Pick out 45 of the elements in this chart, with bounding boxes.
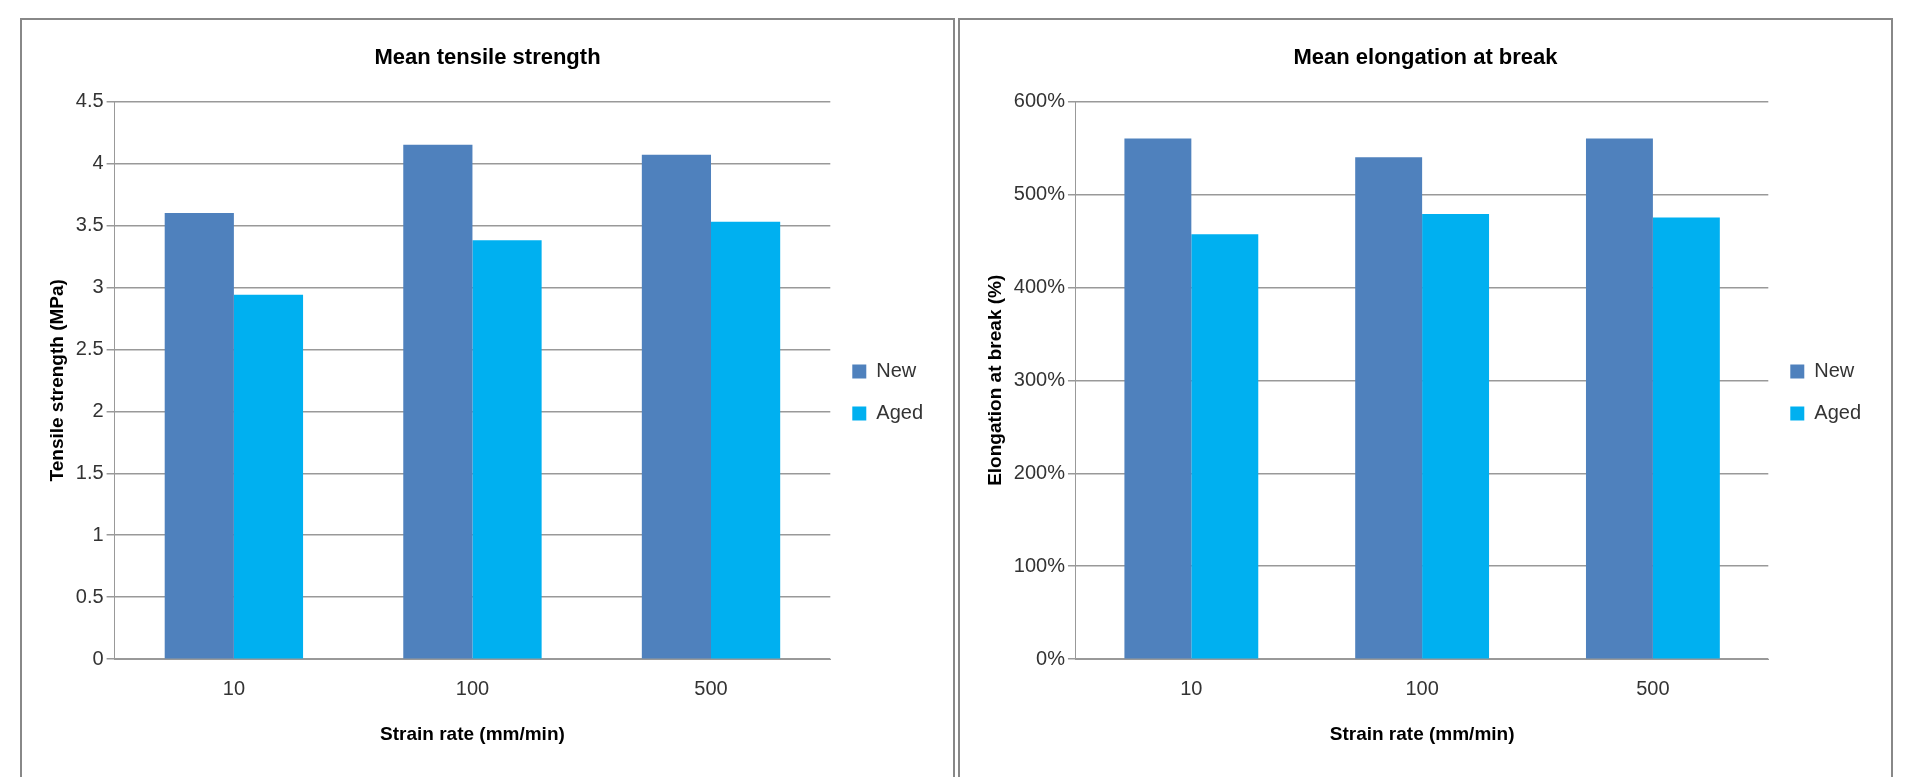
x-tick-label: 500 xyxy=(694,676,728,699)
y-axis-title: Tensile strength (MPa) xyxy=(45,279,67,482)
bar xyxy=(1355,157,1423,659)
y-tick-label: 3.5 xyxy=(75,212,104,235)
bar xyxy=(1652,217,1720,659)
bar xyxy=(1191,234,1259,659)
bar xyxy=(1585,138,1653,659)
legend-label: New xyxy=(1814,359,1855,382)
bar xyxy=(1124,138,1192,659)
y-tick-label: 600% xyxy=(1013,88,1066,111)
x-tick-label: 10 xyxy=(222,676,246,699)
chart-title: Mean elongation at break xyxy=(1293,44,1559,70)
y-tick-label: 4 xyxy=(92,150,104,173)
bar xyxy=(711,221,781,659)
y-tick-label: 0 xyxy=(92,646,104,669)
legend-label: Aged xyxy=(1814,401,1862,424)
x-tick-label: 500 xyxy=(1636,676,1670,699)
bar xyxy=(472,240,542,659)
y-tick-label: 400% xyxy=(1013,274,1066,297)
x-tick-label: 100 xyxy=(455,676,490,699)
y-tick-label: 100% xyxy=(1013,553,1066,576)
x-tick-label: 100 xyxy=(1405,676,1439,699)
bar xyxy=(1422,213,1490,659)
y-tick-label: 1 xyxy=(92,522,104,545)
bar xyxy=(233,294,304,659)
y-tick-label: 1.5 xyxy=(75,460,104,483)
y-tick-label: 0.5 xyxy=(75,584,104,607)
y-tick-label: 4.5 xyxy=(75,88,104,111)
y-tick-label: 300% xyxy=(1013,367,1066,390)
y-tick-label: 0% xyxy=(1036,646,1066,669)
y-axis-title: Elongation at break (%) xyxy=(983,274,1005,486)
legend-label: Aged xyxy=(876,401,924,424)
bar xyxy=(641,154,712,659)
bar xyxy=(403,144,473,659)
y-tick-label: 200% xyxy=(1013,460,1066,483)
x-axis-title: Strain rate (mm/min) xyxy=(1329,722,1515,744)
chart-title: Mean tensile strength xyxy=(374,44,601,70)
y-tick-label: 500% xyxy=(1013,181,1066,204)
y-tick-label: 2.5 xyxy=(75,336,104,359)
bar xyxy=(164,212,234,659)
y-tick-label: 3 xyxy=(92,274,104,297)
x-tick-label: 10 xyxy=(1180,676,1203,699)
y-tick-label: 2 xyxy=(92,398,104,421)
x-axis-title: Strain rate (mm/min) xyxy=(380,722,565,744)
legend-label: New xyxy=(876,359,917,382)
